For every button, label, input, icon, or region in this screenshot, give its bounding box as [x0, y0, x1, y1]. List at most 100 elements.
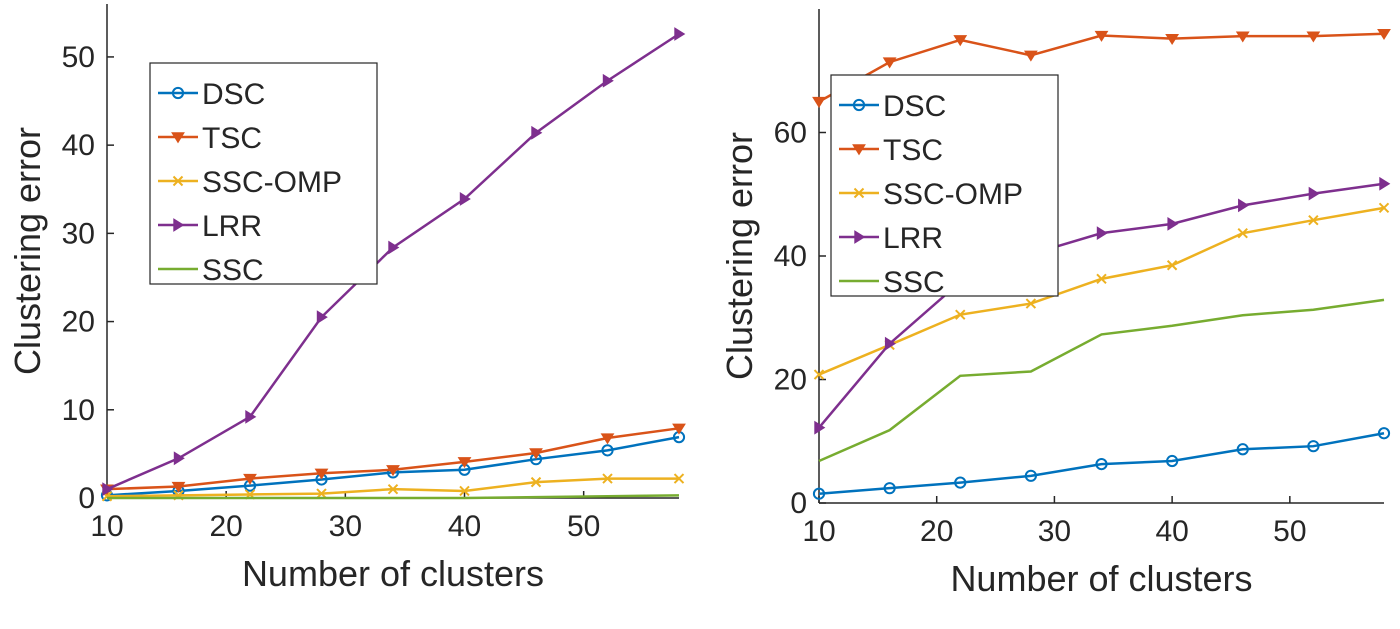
- right-series-tsc: [812, 29, 1391, 108]
- left-x-axis-label: Number of clusters: [242, 553, 544, 594]
- right-point-ssc-omp: [1025, 298, 1037, 309]
- left-point-tsc: [314, 468, 329, 480]
- left-point-lrr: [674, 27, 686, 41]
- right-point-tsc: [1377, 29, 1391, 41]
- right-legend-label-tsc: TSC: [883, 134, 943, 167]
- right-legend-label-ssc-omp: SSC-OMP: [883, 178, 1023, 211]
- left-x-tick-label: 10: [90, 510, 123, 543]
- right-legend: DSC TSC SSC-OMP LRR SSC: [830, 74, 1059, 299]
- left-line-ssc: [107, 494, 680, 500]
- right-point-dsc: [1024, 469, 1037, 482]
- chart-right-svg: 10 20 30 40 50 0 20 40 60 Number of clusters Clust…: [719, 9, 1391, 599]
- right-point-dsc: [954, 476, 967, 489]
- right-legend-label-ssc: SSC: [883, 266, 945, 299]
- right-point-lrr: [884, 336, 896, 351]
- left-point-ssc-omp: [673, 473, 685, 484]
- left-x-tick-label: 30: [329, 510, 362, 543]
- left-point-tsc: [672, 423, 686, 435]
- right-y-tick-label: 40: [774, 240, 807, 273]
- right-legend-marker-ssc-omp: [853, 187, 865, 199]
- right-point-dsc: [1236, 443, 1249, 456]
- left-point-tsc: [529, 448, 543, 460]
- right-legend-marker-dsc: [852, 98, 866, 112]
- right-legend-label-dsc: DSC: [883, 90, 946, 123]
- right-point-tsc: [1094, 30, 1109, 42]
- right-point-tsc: [1306, 31, 1321, 43]
- left-point-tsc: [386, 465, 400, 477]
- right-point-ssc-omp: [1096, 273, 1107, 285]
- right-point-lrr: [814, 420, 826, 435]
- left-point-ssc-omp: [530, 476, 542, 488]
- right-legend-marker-tsc: [852, 144, 866, 156]
- left-x-tick-label: 20: [209, 510, 242, 543]
- chart-left: 10 20 30 40 50 0 10 20 30 40 50 Number of clusters C…: [7, 4, 686, 594]
- left-legend-marker-tsc: [171, 132, 185, 144]
- left-legend-box: [149, 62, 378, 285]
- left-y-tick-label: 30: [62, 217, 95, 250]
- left-legend: DSC TSC SSC-OMP LRR SSC: [149, 62, 378, 287]
- right-point-dsc: [812, 487, 826, 500]
- right-series-ssc: [818, 298, 1385, 463]
- left-point-ssc-omp: [459, 485, 470, 497]
- left-point-ssc-omp: [387, 483, 399, 495]
- left-point-dsc: [601, 444, 614, 457]
- right-point-tsc: [1023, 50, 1038, 62]
- right-point-tsc: [953, 35, 968, 47]
- left-series-lrr: [102, 27, 686, 497]
- left-x-tick-label: 40: [448, 510, 481, 543]
- left-point-tsc: [243, 473, 257, 485]
- right-series-dsc: [812, 427, 1391, 500]
- right-point-lrr: [1379, 176, 1391, 191]
- left-y-tick-label: 50: [62, 41, 95, 74]
- left-line-ssc-omp: [106, 477, 679, 498]
- left-y-axis-label: Clustering error: [7, 127, 48, 375]
- right-point-lrr: [1096, 226, 1108, 241]
- right-x-tick-label: 40: [1155, 515, 1188, 548]
- left-point-lrr: [602, 73, 614, 88]
- left-legend-label-lrr: LRR: [202, 210, 262, 243]
- right-point-dsc: [1095, 457, 1108, 471]
- right-legend-marker-lrr: [854, 230, 866, 244]
- left-point-lrr: [531, 125, 543, 140]
- right-point-lrr: [1238, 198, 1250, 213]
- left-series-ssc: [107, 494, 680, 500]
- left-legend-label-tsc: TSC: [202, 122, 262, 155]
- left-legend-label-ssc-omp: SSC-OMP: [202, 166, 342, 199]
- chart-right: 10 20 30 40 50 0 20 40 60 Number of clusters Clust…: [700, 0, 1400, 629]
- right-x-tick-label: 20: [920, 515, 953, 548]
- left-point-lrr: [388, 240, 400, 255]
- right-x-tick-label: 50: [1273, 515, 1306, 548]
- right-point-tsc: [1235, 31, 1250, 43]
- right-y-tick-label: 60: [774, 117, 807, 150]
- right-point-ssc-omp: [1237, 227, 1248, 239]
- right-point-ssc-omp: [1378, 202, 1390, 214]
- right-point-tsc: [812, 96, 826, 108]
- left-point-lrr: [173, 451, 185, 466]
- right-point-tsc: [882, 57, 897, 69]
- left-y-tick-label: 10: [62, 394, 95, 427]
- left-point-lrr: [245, 409, 257, 424]
- right-legend-label-lrr: LRR: [883, 222, 943, 255]
- left-y-tick-label: 0: [78, 482, 95, 515]
- left-y-tick-label: 40: [62, 129, 95, 162]
- left-point-tsc: [457, 457, 472, 469]
- right-y-tick-label: 20: [774, 364, 807, 397]
- left-point-ssc-omp: [316, 488, 327, 499]
- left-series-tsc: [100, 423, 686, 496]
- right-point-ssc-omp: [1166, 260, 1178, 271]
- right-x-tick-label: 10: [802, 515, 835, 548]
- right-point-dsc: [1166, 454, 1179, 468]
- right-point-dsc: [1307, 440, 1320, 453]
- left-legend-label-dsc: DSC: [202, 78, 265, 111]
- right-point-ssc-omp: [955, 309, 966, 320]
- left-point-lrr: [459, 192, 471, 206]
- right-legend-box: [830, 74, 1059, 297]
- right-line-dsc: [818, 431, 1385, 495]
- left-legend-marker-lrr: [173, 218, 185, 232]
- right-x-tick-label: 30: [1038, 515, 1071, 548]
- left-point-tsc: [600, 433, 615, 445]
- left-point-lrr: [102, 482, 114, 497]
- left-point-ssc-omp: [602, 473, 613, 484]
- right-point-lrr: [1167, 216, 1179, 231]
